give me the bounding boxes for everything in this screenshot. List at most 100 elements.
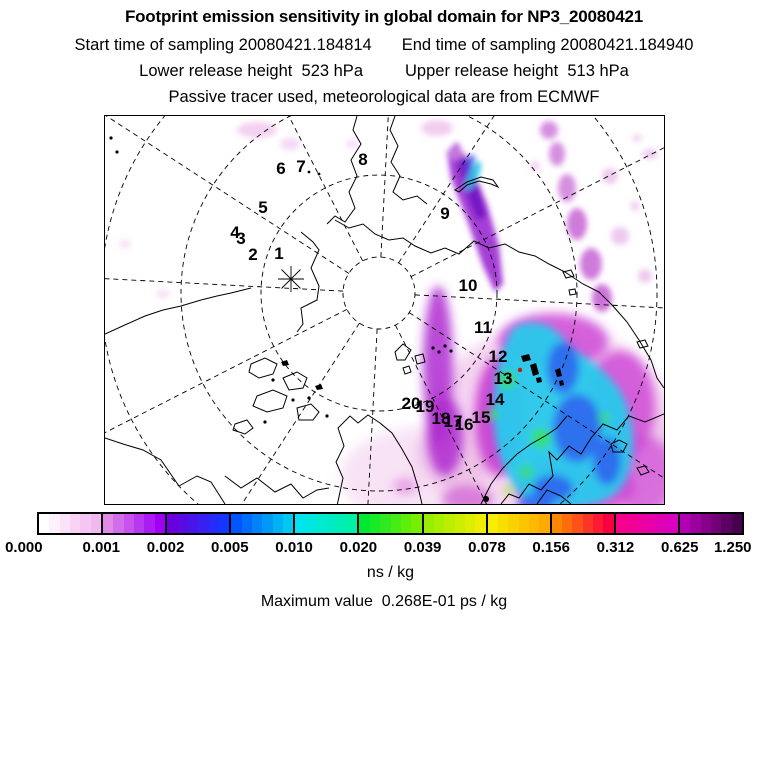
colorbar-cell bbox=[369, 514, 381, 533]
trajectory-point-label: 12 bbox=[488, 347, 508, 367]
map-graphic bbox=[105, 116, 664, 504]
colorbar-cell bbox=[626, 514, 637, 533]
colorbar-cell bbox=[380, 514, 391, 533]
colorbar-cell bbox=[593, 514, 604, 533]
lower-release-text: Lower release height 523 hPa bbox=[139, 62, 363, 80]
colorbar-cell bbox=[731, 514, 742, 533]
colorbar-cell bbox=[615, 514, 627, 533]
colorbar-cell bbox=[103, 514, 114, 533]
colorbar-tick-label: 0.001 bbox=[82, 539, 121, 556]
colorbar-cell bbox=[411, 514, 422, 533]
meridian-line bbox=[241, 322, 360, 504]
meridian-line bbox=[394, 324, 488, 504]
colorbar-segment bbox=[677, 514, 742, 533]
coastlines bbox=[105, 116, 664, 504]
trajectory-point-label: 5 bbox=[258, 198, 268, 218]
colorbar-cell bbox=[39, 514, 50, 533]
colorbar-tick-label: 0.156 bbox=[532, 539, 570, 556]
tracer-note: Passive tracer used, meteorological data… bbox=[168, 88, 600, 106]
colorbar-segment bbox=[613, 514, 678, 533]
latitude-circle bbox=[105, 116, 658, 504]
colorbar-tick-label: 0.078 bbox=[468, 539, 506, 556]
trajectory-point-label: 10 bbox=[458, 276, 478, 296]
colorbar-cell bbox=[283, 514, 294, 533]
trajectory-point-label: 8 bbox=[358, 150, 368, 170]
meridian-line bbox=[288, 116, 364, 262]
colorbar-cell bbox=[475, 514, 486, 533]
colorbar-cell bbox=[90, 514, 102, 533]
colorbar-unit: ns / kg bbox=[366, 564, 415, 581]
meridian-line bbox=[414, 294, 664, 309]
colorbar-cell bbox=[721, 514, 732, 533]
colorbar-cell bbox=[487, 514, 498, 533]
colorbar-segment bbox=[165, 514, 230, 533]
meridian-line bbox=[380, 116, 389, 258]
colorbar-cell bbox=[326, 514, 337, 533]
colorbar-segment bbox=[421, 514, 486, 533]
release-point-asterisk bbox=[278, 266, 304, 292]
colorbar-cell bbox=[231, 514, 242, 533]
colorbar-segment bbox=[293, 514, 358, 533]
figure-title: Footprint emission sensitivity in global… bbox=[124, 7, 644, 26]
colorbar-cell bbox=[508, 514, 519, 533]
trajectory-point-label: 19 bbox=[415, 397, 435, 417]
colorbar-cell bbox=[336, 514, 348, 533]
colorbar-cell bbox=[167, 514, 178, 533]
trajectory-point-label: 11 bbox=[474, 318, 492, 338]
maximum-value-text: Maximum value 0.268E-01 ps / kg bbox=[260, 593, 508, 610]
colorbar-tick-label: 0.000 bbox=[5, 539, 43, 556]
colorbar-cell bbox=[198, 514, 209, 533]
colorbar-cell bbox=[539, 514, 550, 533]
trajectory-point-label: 4 bbox=[230, 223, 240, 243]
colorbar-cell bbox=[390, 514, 401, 533]
colorbar-cell bbox=[657, 514, 668, 533]
colorbar-cell bbox=[154, 514, 166, 533]
colorbar-cell bbox=[454, 514, 465, 533]
meridian-line bbox=[410, 147, 664, 278]
colorbar-cell bbox=[187, 514, 199, 533]
trajectory-point-label: 15 bbox=[471, 408, 491, 428]
colorbar-segment bbox=[485, 514, 550, 533]
colorbar-cell bbox=[464, 514, 476, 533]
colorbar-segment bbox=[101, 514, 166, 533]
trajectory-point-label: 6 bbox=[276, 159, 286, 179]
trajectory-point-label: 3 bbox=[236, 229, 246, 249]
colorbar-cell bbox=[603, 514, 614, 533]
polar-map-panel: 1 2 3 4 5 6 7 8 9 10 11 12 13 14 15 16 17 18 19 20 bbox=[104, 115, 665, 505]
colorbar-cell bbox=[562, 514, 573, 533]
colorbar-cell bbox=[262, 514, 273, 533]
colorbar-segment bbox=[39, 514, 102, 533]
colorbar-tick-label: 0.002 bbox=[146, 539, 185, 556]
colorbar-cell bbox=[582, 514, 594, 533]
colorbar-cell bbox=[218, 514, 230, 533]
colorbar-cell bbox=[123, 514, 135, 533]
latitude-circle bbox=[260, 174, 498, 412]
colorbar-cell bbox=[70, 514, 81, 533]
colorbar-cell bbox=[295, 514, 306, 533]
colorbar-cell bbox=[551, 514, 563, 533]
colorbar-cell bbox=[59, 514, 71, 533]
meridian-line bbox=[105, 278, 344, 292]
colorbar-cell bbox=[518, 514, 530, 533]
end-time-text: End time of sampling 20080421.184940 bbox=[401, 36, 694, 54]
trajectory-point-label: 9 bbox=[440, 204, 450, 224]
colorbar-cell bbox=[49, 514, 60, 533]
colorbar-cell bbox=[305, 514, 317, 533]
colorbar-cell bbox=[316, 514, 327, 533]
trajectory-point-label: 2 bbox=[248, 245, 258, 265]
trajectory-point-label: 13 bbox=[493, 369, 513, 389]
colorbar-cell bbox=[208, 514, 219, 533]
colorbar-cell bbox=[690, 514, 701, 533]
colorbar-cell bbox=[444, 514, 455, 533]
colorbar-segment bbox=[357, 514, 422, 533]
colorbar-tick-label: 0.312 bbox=[596, 539, 635, 556]
trajectory-point-label: 14 bbox=[485, 390, 505, 410]
colorbar-cell bbox=[347, 514, 358, 533]
colorbar-cell bbox=[679, 514, 691, 533]
plume-core-layer bbox=[487, 322, 634, 504]
meridian-line bbox=[398, 116, 495, 264]
meridian-line bbox=[367, 328, 378, 504]
colorbar-cell bbox=[636, 514, 647, 533]
colorbar-tick-label: 0.020 bbox=[339, 539, 378, 556]
